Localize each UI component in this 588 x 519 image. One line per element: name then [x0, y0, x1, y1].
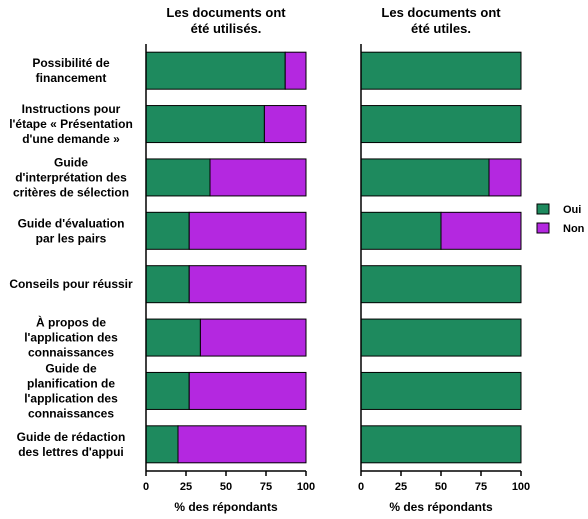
bar-oui: [360, 105, 522, 144]
bar-oui: [360, 425, 522, 464]
x-tick-label: 0: [143, 481, 149, 493]
bar-oui: [145, 158, 211, 197]
category-label-line: des lettres d'appui: [18, 445, 124, 459]
bar-oui: [360, 158, 490, 197]
bar-oui: [360, 211, 442, 250]
x-tick-label: 75: [475, 481, 487, 493]
bar-oui: [145, 51, 286, 90]
bar-oui: [145, 318, 201, 357]
bar-oui: [145, 265, 190, 304]
bar-oui: [145, 105, 265, 144]
legend-swatch-non: [536, 222, 550, 234]
bar-non: [188, 265, 307, 304]
category-label: Guide de rédaction des lettres d'appui: [17, 430, 126, 459]
category-label: Conseils pour réussir: [9, 277, 133, 291]
bar-non: [284, 51, 307, 90]
category-label-line: l'application des: [24, 331, 118, 345]
category-label-line: Guide: [54, 155, 88, 169]
bar-non: [199, 318, 307, 357]
category-label-line: Possibilité de: [32, 56, 110, 70]
category-label-line: Guide de: [45, 361, 97, 375]
bar-oui: [360, 371, 522, 410]
legend-swatch-oui: [536, 203, 550, 215]
x-tick-label: 25: [395, 481, 407, 493]
x-axis-label: % des répondants: [389, 500, 493, 514]
x-tick-label: 75: [260, 481, 272, 493]
bar-non: [488, 158, 522, 197]
category-label-line: connaissances: [28, 406, 114, 420]
panel-title-line: été utilisés.: [191, 21, 262, 36]
panel-title-line: Les documents ont: [381, 5, 501, 20]
category-label-line: connaissances: [28, 346, 114, 360]
bar-oui: [360, 51, 522, 90]
category-label-line: planification de: [27, 376, 115, 390]
bar-oui: [145, 371, 190, 410]
bar-oui: [145, 211, 190, 250]
category-label-line: Instructions pour: [22, 102, 121, 116]
category-label-line: À propos de: [36, 315, 106, 330]
category-label: Guide d'évaluation par les pairs: [18, 216, 125, 245]
category-label-line: Guide d'évaluation: [18, 216, 125, 230]
category-label-line: Conseils pour réussir: [9, 277, 133, 291]
x-tick-label: 100: [512, 481, 530, 493]
bar-oui: [145, 425, 179, 464]
category-label: Guide d'interprétation des critères de sél…: [13, 155, 129, 199]
category-label-line: l'application des: [24, 391, 118, 405]
category-label-line: d'interprétation des: [15, 170, 127, 184]
x-tick-label: 50: [220, 481, 232, 493]
bar-oui: [360, 265, 522, 304]
bar-non: [188, 371, 307, 410]
legend-label-oui: Oui: [563, 204, 581, 216]
bar-oui: [360, 318, 522, 357]
x-axis-label: % des répondants: [174, 500, 278, 514]
x-tick-label: 50: [435, 481, 447, 493]
panel-title-line: Les documents ont: [166, 5, 286, 20]
panel-title: Les documents ont été utiles.: [381, 5, 501, 36]
bar-non: [440, 211, 522, 250]
panel-title: Les documents ont été utilisés.: [166, 5, 286, 36]
category-label: Instructions pour l'étape « Présentation d…: [9, 102, 133, 146]
bar-non: [209, 158, 307, 197]
category-label-line: par les pairs: [36, 231, 107, 245]
category-label-line: critères de sélection: [13, 185, 129, 199]
x-tick-label: 100: [297, 481, 315, 493]
x-tick-label: 0: [358, 481, 364, 493]
category-label: Possibilité de financement: [32, 56, 110, 85]
legend-label-non: Non: [563, 223, 585, 235]
category-label: À propos de l'application des connaissance…: [24, 315, 118, 360]
category-label-line: l'étape « Présentation: [9, 117, 133, 131]
bar-non: [263, 105, 307, 144]
bar-non: [188, 211, 307, 250]
category-label-line: d'une demande »: [22, 132, 120, 146]
category-label-line: financement: [36, 71, 107, 85]
panel-title-line: été utiles.: [411, 21, 471, 36]
x-tick-label: 25: [180, 481, 192, 493]
bar-non: [177, 425, 307, 464]
category-label-line: Guide de rédaction: [17, 430, 126, 444]
category-label: Guide de planification de l'application de…: [24, 361, 118, 420]
